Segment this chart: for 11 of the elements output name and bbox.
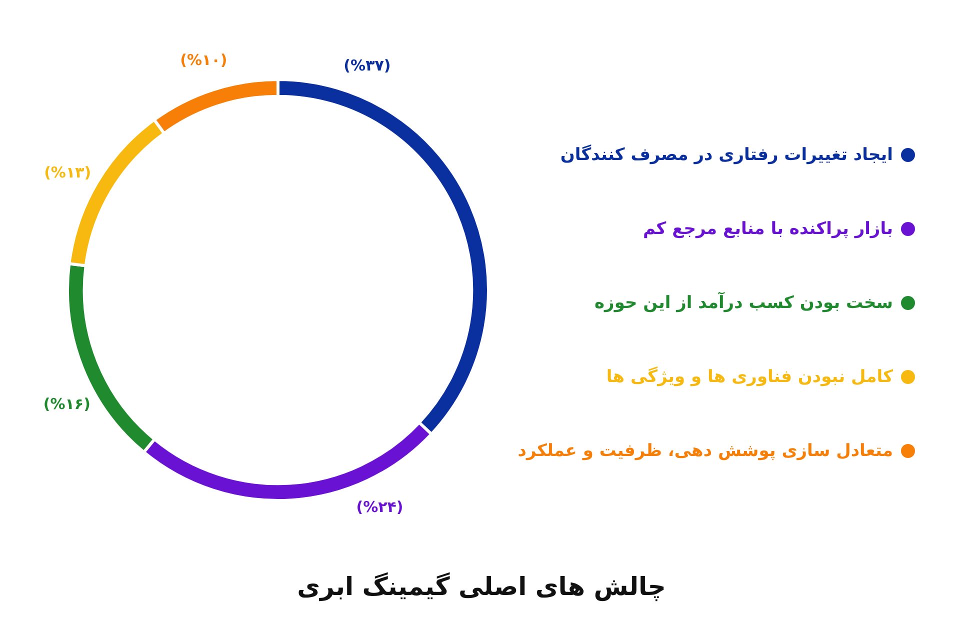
legend-label: سخت بودن کسب درآمد از این حوزه: [594, 293, 893, 313]
legend-label: ایجاد تغییرات رفتاری در مصرف کنندگان: [560, 145, 893, 165]
legend-label: کامل نبودن فناوری ها و ویژگی ها: [606, 367, 893, 387]
data-label: (%۱۳): [44, 163, 92, 182]
data-label: (%۱۶): [43, 395, 90, 414]
data-label: (%۱۰): [180, 51, 228, 70]
legend-label: بازار پراکنده با منابع مرجع کم: [642, 219, 893, 239]
data-label: (%۳۷): [344, 56, 391, 75]
legend-label: متعادل سازی پوشش دهی، ظرفیت و عملکرد: [518, 441, 893, 461]
data-label: (%۲۴): [356, 498, 404, 516]
text: چالش های اصلی گیمینگ ابری: [296, 572, 667, 601]
